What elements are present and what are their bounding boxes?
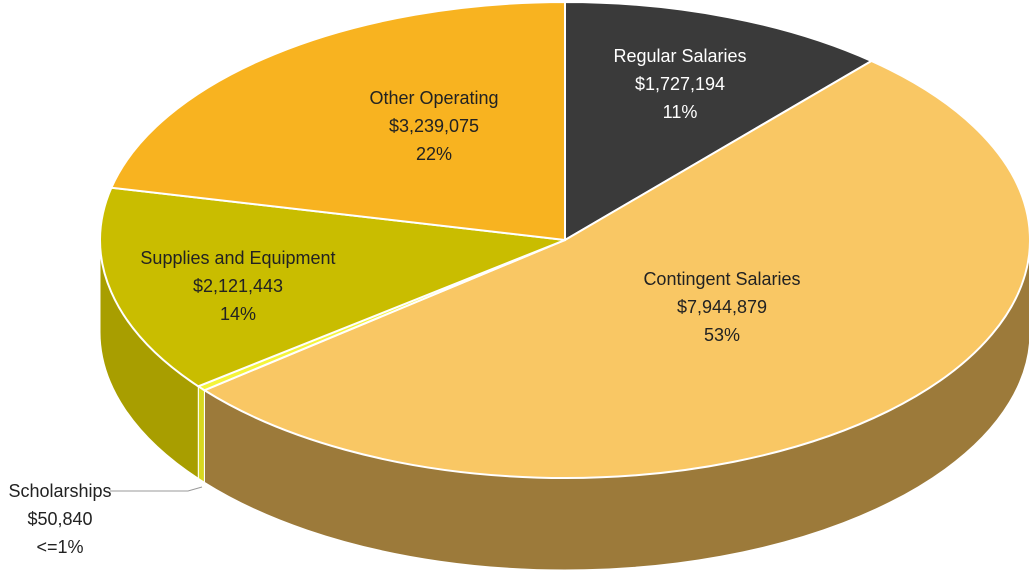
- label-line: 11%: [663, 102, 698, 122]
- slice-label: Regular Salaries $1,727,194 11%: [613, 46, 746, 122]
- slice-label: Scholarships $50,840 <=1%: [8, 481, 111, 557]
- slice: [202, 59, 1029, 479]
- label-line: <=1%: [36, 537, 83, 557]
- label-line: $1,727,194: [635, 74, 725, 94]
- slice-label: Other Operating $3,239,075 22%: [369, 88, 498, 164]
- label-line: $7,944,879: [677, 297, 767, 317]
- slice: [564, 0, 874, 242]
- slice: [99, 186, 566, 388]
- slice: [109, 0, 566, 242]
- label-line: $2,121,443: [193, 276, 283, 296]
- label-line: 14%: [220, 304, 256, 324]
- leader-line: [110, 486, 203, 492]
- label-line: Regular Salaries: [613, 46, 746, 66]
- slice-label: Supplies and Equipment $2,121,443 14%: [140, 248, 335, 324]
- slice-side: [197, 385, 205, 484]
- label-line: Other Operating: [369, 88, 498, 108]
- label-line: Contingent Salaries: [643, 269, 800, 289]
- label-line: Scholarships: [8, 481, 111, 501]
- label-line: Supplies and Equipment: [140, 248, 335, 268]
- label-line: 53%: [704, 325, 740, 345]
- label-line: $3,239,075: [389, 116, 479, 136]
- label-line: $50,840: [27, 509, 92, 529]
- slice-label: Contingent Salaries $7,944,879 53%: [643, 269, 800, 345]
- label-line: 22%: [416, 144, 452, 164]
